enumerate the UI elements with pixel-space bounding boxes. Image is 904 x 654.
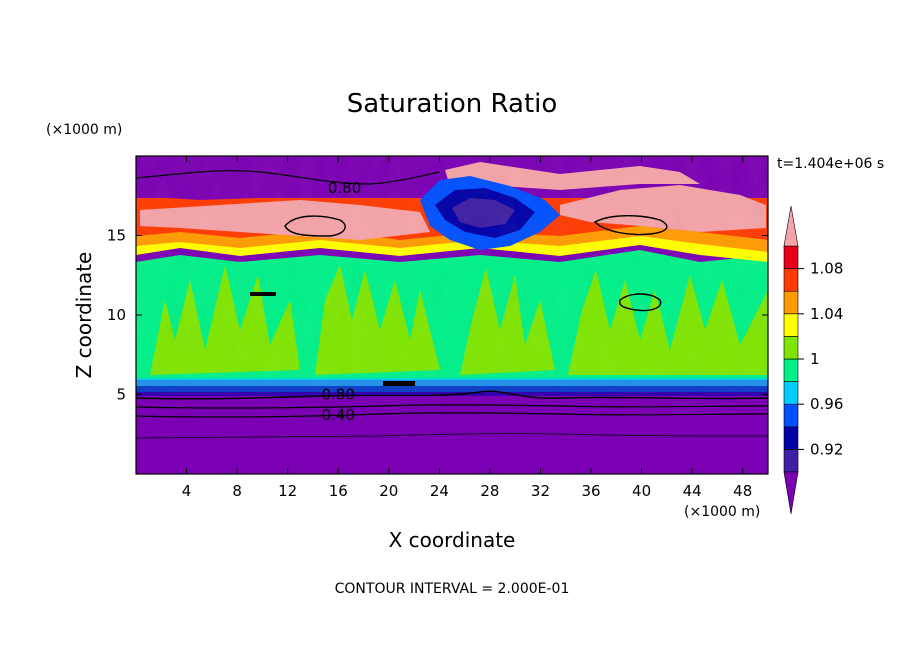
- lower-dry-layer: [136, 390, 768, 474]
- x-axis-label: X coordinate: [389, 528, 516, 552]
- y-tick-label: 5: [116, 386, 126, 404]
- colorbar-segment: [783, 268, 799, 292]
- x-axis-ticks: 4 8 12 16 20 24 28 32 36 40 44 48: [182, 156, 752, 500]
- colorbar-segment: [783, 290, 799, 315]
- x-tick-label: 44: [683, 482, 702, 500]
- colorbar-segment: [783, 403, 799, 428]
- x-unit-label: (×1000 m): [684, 504, 760, 520]
- contour-field: [136, 156, 768, 474]
- y-axis-label: Z coordinate: [72, 252, 96, 379]
- colorbar-segment: [783, 449, 799, 473]
- colorbar-tick-label: 1: [810, 350, 820, 368]
- y-unit-label: (×1000 m): [46, 122, 122, 138]
- contour-bar-2: [250, 292, 276, 296]
- colorbar-tick-label: 1.08: [810, 260, 843, 278]
- colorbar-segment: [783, 313, 799, 337]
- contour-line-lower-080: [136, 390, 768, 400]
- x-tick-label: 40: [632, 482, 651, 500]
- x-tick-label: 12: [278, 482, 297, 500]
- colorbar-under-arrow: [783, 471, 799, 515]
- x-tick-label: 32: [531, 482, 550, 500]
- colorbar-segment: [783, 358, 799, 382]
- contour-label: 0.80: [328, 179, 361, 197]
- x-tick-label: 36: [581, 482, 600, 500]
- contour-line-040: [136, 412, 768, 418]
- contour-line-020: [136, 433, 768, 439]
- contour-label: 0.40: [322, 406, 355, 424]
- x-tick-label: 8: [232, 482, 242, 500]
- time-label: t=1.404e+06 s: [777, 156, 884, 172]
- y-axis-ticks: 5 10 15: [107, 227, 768, 404]
- colorbar: 0.92 0.96 1 1.04 1.08: [783, 205, 843, 515]
- colorbar-segment: [783, 381, 799, 405]
- colorbar-segment: [783, 336, 799, 360]
- colorbar-tick-label: 0.96: [810, 395, 843, 413]
- contour-blob-3: [618, 293, 662, 312]
- contour-line-upper-080: [136, 170, 441, 185]
- colorbar-segment: [783, 245, 799, 269]
- x-tick-label: 24: [430, 482, 449, 500]
- x-tick-label: 16: [329, 482, 348, 500]
- x-tick-label: 20: [379, 482, 398, 500]
- boundary-transition-blue: [136, 386, 768, 396]
- contour-blob-2: [593, 215, 668, 236]
- x-tick-label: 4: [182, 482, 192, 500]
- y-tick-label: 10: [107, 306, 126, 324]
- contour-label: 0.80: [322, 386, 355, 404]
- colorbar-over-arrow: [783, 205, 799, 247]
- contour-interval-footer: CONTOUR INTERVAL = 2.000E-01: [335, 581, 570, 597]
- x-tick-label: 48: [733, 482, 752, 500]
- colorbar-tick-label: 0.92: [810, 440, 843, 458]
- contour-line-060: [136, 404, 768, 409]
- x-tick-label: 28: [480, 482, 499, 500]
- colorbar-tick-label: 1.04: [810, 305, 843, 323]
- contour-bar-1: [383, 381, 415, 386]
- contour-blob-1: [284, 215, 346, 237]
- colorbar-segment: [783, 426, 799, 450]
- y-tick-label: 15: [107, 227, 126, 245]
- contour-labels: 0.80 0.80 0.40: [322, 179, 362, 424]
- chart-title: Saturation Ratio: [347, 89, 558, 119]
